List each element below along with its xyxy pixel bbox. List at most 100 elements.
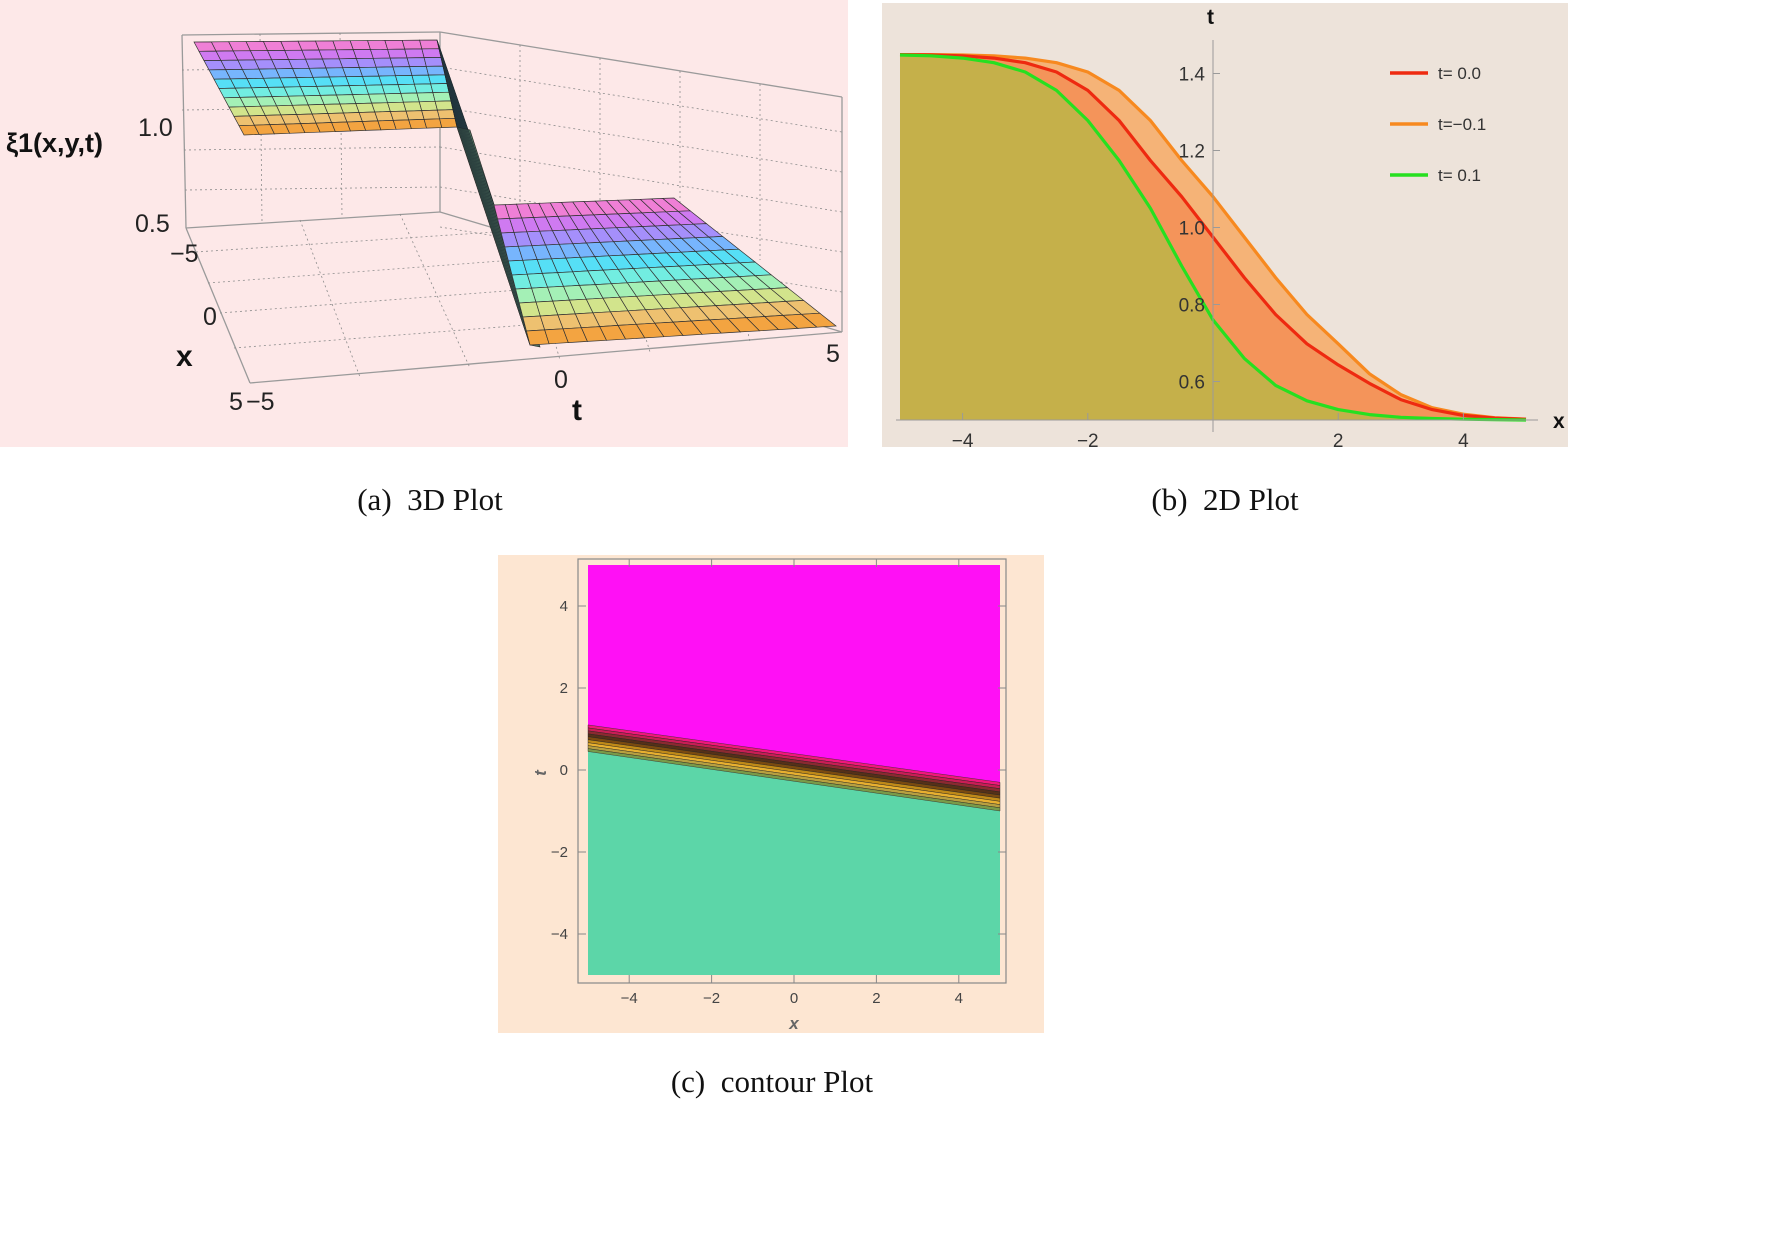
surface-cell	[355, 57, 377, 68]
legend-label: t= 0.1	[1438, 166, 1481, 185]
surface-cell	[425, 65, 446, 76]
x-tick-label: −4	[621, 990, 638, 1007]
axes: −4 −2 2 4 0.6 0.8 1.0 1.2 1.4 x t	[896, 6, 1565, 450]
surface-cell	[335, 49, 357, 60]
surface-cell	[413, 83, 434, 94]
x-tick-label: −2	[1077, 431, 1099, 450]
x-tick-label: 4	[955, 990, 963, 1007]
surface-cell	[400, 92, 420, 103]
surface-cell	[416, 92, 436, 103]
surface-cell	[392, 66, 413, 77]
surface-cell	[800, 312, 837, 328]
panel-c-caption: (c) contour Plot	[670, 1064, 874, 1099]
surface-cell	[358, 66, 380, 77]
surface-cliff-line	[450, 100, 520, 304]
panel-b-caption: (b) 2D Plot	[1151, 482, 1299, 517]
x-tick-label: −2	[703, 990, 720, 1007]
surface-cell	[378, 75, 399, 86]
y-tick-label: −2	[551, 844, 568, 861]
contour-chart: −4 −2 0 2 4 4 2 0 −2 −4 x t	[498, 555, 1044, 1033]
contour-region-lower	[588, 751, 1000, 975]
x-tick-label: 2	[1333, 431, 1344, 450]
surface-cell	[419, 39, 440, 50]
y-tick-label: 0.6	[1179, 373, 1205, 394]
surface-cliff-line	[448, 92, 516, 290]
y-tick-label: 1.0	[1179, 219, 1205, 240]
surface-cliff-line	[444, 74, 509, 262]
x-tick-label: 2	[872, 990, 880, 1007]
surface-cliff-line	[446, 83, 513, 276]
y-tick-label: 2	[560, 680, 568, 697]
x-tick-label: 0	[203, 303, 217, 331]
surface-cell	[436, 109, 456, 120]
surface-cell	[314, 40, 337, 51]
legend-label: t=−0.1	[1438, 115, 1486, 134]
z-tick-label: 0.5	[135, 210, 170, 238]
surface-cell	[371, 102, 391, 113]
x-tick-label: −4	[952, 431, 974, 450]
surface-cell	[404, 48, 425, 59]
surface-cell	[406, 57, 427, 67]
surface-cell	[365, 84, 386, 95]
surface-cliff-line	[442, 66, 506, 248]
surface-cell	[389, 57, 411, 68]
surface-cell	[428, 74, 448, 85]
surface-cliff-line	[452, 109, 524, 318]
surface-cell	[368, 93, 389, 104]
surface-cell	[387, 101, 407, 112]
y-tick-label: −4	[551, 926, 568, 943]
x-tick-label: −5	[170, 240, 199, 268]
surface-cell	[421, 109, 441, 120]
surface-cell	[409, 66, 429, 76]
contour-region-upper	[588, 565, 1000, 783]
surface-cell	[352, 49, 374, 59]
surface-cell	[408, 119, 428, 130]
surface-cliff-line	[436, 39, 495, 206]
plot-frame	[577, 558, 1007, 984]
contour-regions	[587, 565, 1001, 975]
surface-cell	[372, 57, 394, 68]
grid-line	[299, 219, 361, 378]
y-axis-label: t	[531, 769, 550, 776]
grid-line	[207, 251, 621, 284]
grid-line	[739, 294, 751, 343]
area-2d-chart: −4 −2 2 40.60.81.01.21.4xt t= 0.0t=−0.1t= 0…	[882, 3, 1568, 450]
t-tick-label: 5	[826, 340, 840, 368]
surface-cell	[367, 40, 389, 50]
surface-cell	[384, 39, 406, 50]
surface-cell	[405, 110, 425, 121]
surface-cell	[381, 84, 402, 95]
panel-a-caption: (a) 3D Plot	[357, 482, 503, 517]
surface-cell	[332, 40, 354, 51]
t-tick-label: −5	[246, 388, 275, 416]
y-tick-label: 0	[560, 762, 568, 779]
surface-cell	[432, 91, 452, 102]
area-fill-2	[900, 55, 1526, 420]
surface-cliff-line	[438, 48, 498, 220]
x-tick-label: 0	[790, 990, 798, 1007]
surface-cell	[439, 117, 458, 128]
surface-cell	[338, 58, 360, 69]
surface-cell	[362, 75, 383, 86]
surface-cell	[418, 100, 438, 111]
surface-cell	[387, 48, 408, 59]
surface-cell	[377, 120, 397, 131]
surface-cell	[401, 39, 423, 50]
surface-cell	[402, 101, 423, 112]
surface-cell	[397, 83, 418, 94]
surface-cell	[369, 48, 391, 59]
x-axis-label: x	[1553, 410, 1565, 433]
surface-cliff-line	[440, 57, 502, 234]
y-tick-label: 1.4	[1179, 65, 1206, 86]
surface-cell	[421, 48, 442, 58]
surface-cell	[434, 100, 454, 111]
y-tick-label: 1.2	[1179, 142, 1205, 163]
surface-cell	[430, 83, 450, 93]
x-tick-label: 4	[1458, 431, 1469, 450]
surface-cell	[411, 74, 432, 85]
legend: t= 0.0 t=−0.1 t= 0.1	[1390, 64, 1486, 185]
x-axis-label: x	[176, 340, 193, 373]
surface-cell	[349, 40, 371, 50]
surface-cell	[423, 118, 443, 129]
y-tick-label: 4	[560, 598, 568, 615]
